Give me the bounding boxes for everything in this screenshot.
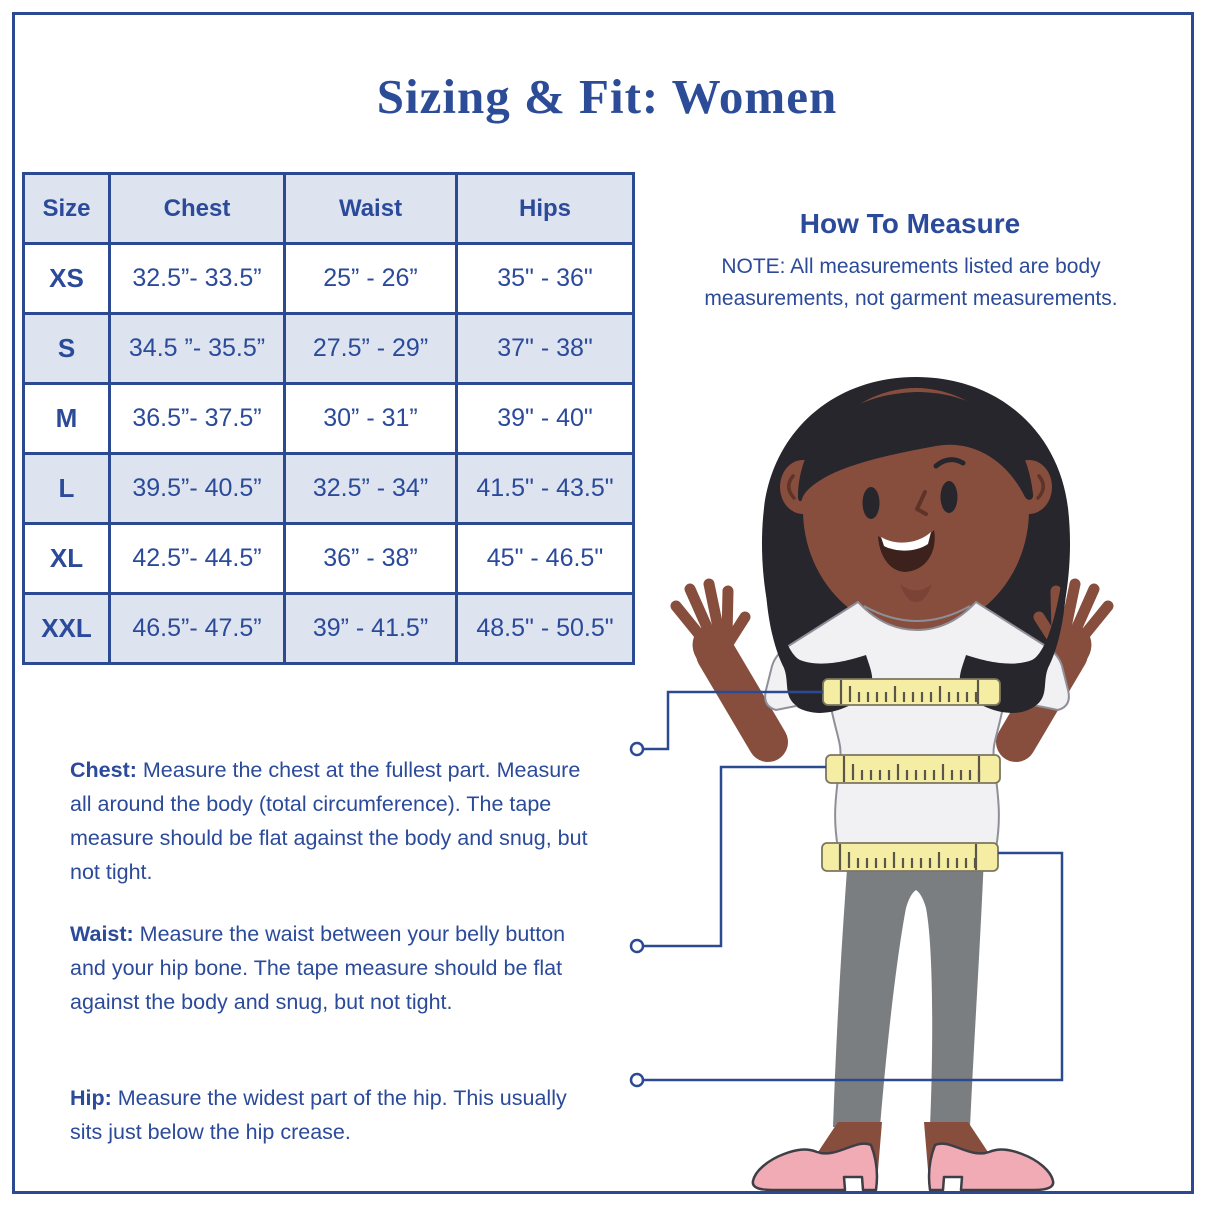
- waist-cell: 32.5” - 34”: [283, 452, 458, 525]
- facial-features: [862, 457, 966, 602]
- how-to-measure-note: NOTE: All measurements listed are body m…: [704, 255, 1118, 310]
- hip-callout-dot: [629, 1072, 645, 1088]
- how-to-measure-heading: How To Measure: [799, 208, 1021, 239]
- waist-callout-line: [644, 765, 826, 948]
- page-title: Sizing & Fit: Women: [376, 69, 838, 124]
- chest-cell: 42.5”- 44.5”: [108, 522, 286, 595]
- size-cell: XXL: [22, 592, 111, 665]
- size-cell: XL: [22, 522, 111, 595]
- table-row-xs: XS 32.5”- 33.5” 25” - 26” 35" - 36": [22, 242, 635, 315]
- size-cell: XS: [22, 242, 111, 315]
- chest-instruction-label: Chest:: [70, 757, 137, 782]
- header-size: Size: [22, 172, 111, 245]
- hips-cell: 48.5" - 50.5": [455, 592, 635, 665]
- chest-tape-band: [822, 678, 1001, 706]
- hips-cell: 39" - 40": [455, 382, 635, 455]
- pants: [833, 856, 984, 1127]
- left-shoe: [751, 1120, 884, 1192]
- hips-cell: 35" - 36": [455, 242, 635, 315]
- chest-callout-line: [644, 690, 823, 751]
- chest-instruction: Chest: Measure the chest at the fullest …: [70, 753, 600, 889]
- waist-cell: 30” - 31”: [283, 382, 458, 455]
- chest-cell: 39.5”- 40.5”: [108, 452, 286, 525]
- hair-fringe: [798, 392, 1034, 502]
- table-row-l: L 39.5”- 40.5” 32.5” - 34” 41.5" - 43.5": [22, 452, 635, 525]
- waist-tape-band: [825, 754, 1001, 784]
- hips-cell: 41.5" - 43.5": [455, 452, 635, 525]
- left-arm: [676, 584, 768, 742]
- waist-instruction-text: Measure the waist between your belly but…: [70, 921, 566, 1014]
- waist-cell: 36” - 38”: [283, 522, 458, 595]
- waist-instruction-label: Waist:: [70, 921, 134, 946]
- table-row-m: M 36.5”- 37.5” 30” - 31” 39" - 40": [22, 382, 635, 455]
- waist-cell: 25” - 26”: [283, 242, 458, 315]
- sizing-table: Size Chest Waist Hips XS 32.5”- 33.5” 25…: [22, 172, 635, 665]
- chest-cell: 32.5”- 33.5”: [108, 242, 286, 315]
- chest-cell: 34.5 ”- 35.5”: [108, 312, 286, 385]
- hip-instruction-label: Hip:: [70, 1085, 112, 1110]
- header-chest: Chest: [108, 172, 286, 245]
- callout-lines: [644, 690, 1064, 1082]
- table-row-xl: XL 42.5”- 44.5” 36” - 38” 45" - 46.5": [22, 522, 635, 595]
- chest-callout-dot: [629, 741, 645, 757]
- waist-cell: 27.5” - 29”: [283, 312, 458, 385]
- callout-dots: [629, 741, 645, 1088]
- header-waist: Waist: [283, 172, 458, 245]
- table-header-row: Size Chest Waist Hips: [22, 172, 635, 245]
- chest-cell: 46.5”- 47.5”: [108, 592, 286, 665]
- waist-instruction: Waist: Measure the waist between your be…: [70, 917, 600, 1019]
- right-shoe: [922, 1120, 1055, 1192]
- chest-instruction-text: Measure the chest at the fullest part. M…: [70, 757, 588, 884]
- hip-tape-band: [821, 842, 999, 872]
- waist-cell: 39” - 41.5”: [283, 592, 458, 665]
- table-row-s: S 34.5 ”- 35.5” 27.5” - 29” 37" - 38": [22, 312, 635, 385]
- header-hips: Hips: [455, 172, 635, 245]
- hips-cell: 45" - 46.5": [455, 522, 635, 595]
- collar-line: [863, 605, 971, 622]
- chest-cell: 36.5”- 37.5”: [108, 382, 286, 455]
- hair-front-locks: [765, 540, 1067, 713]
- table-row-xxl: XXL 46.5”- 47.5” 39” - 41.5” 48.5" - 50.…: [22, 592, 635, 665]
- size-cell: L: [22, 452, 111, 525]
- hip-instruction-text: Measure the widest part of the hip. This…: [70, 1085, 567, 1144]
- size-cell: S: [22, 312, 111, 385]
- size-cell: M: [22, 382, 111, 455]
- hip-callout-line: [644, 851, 1064, 1082]
- hips-cell: 37" - 38": [455, 312, 635, 385]
- waist-callout-dot: [629, 938, 645, 954]
- hip-instruction: Hip: Measure the widest part of the hip.…: [70, 1081, 600, 1149]
